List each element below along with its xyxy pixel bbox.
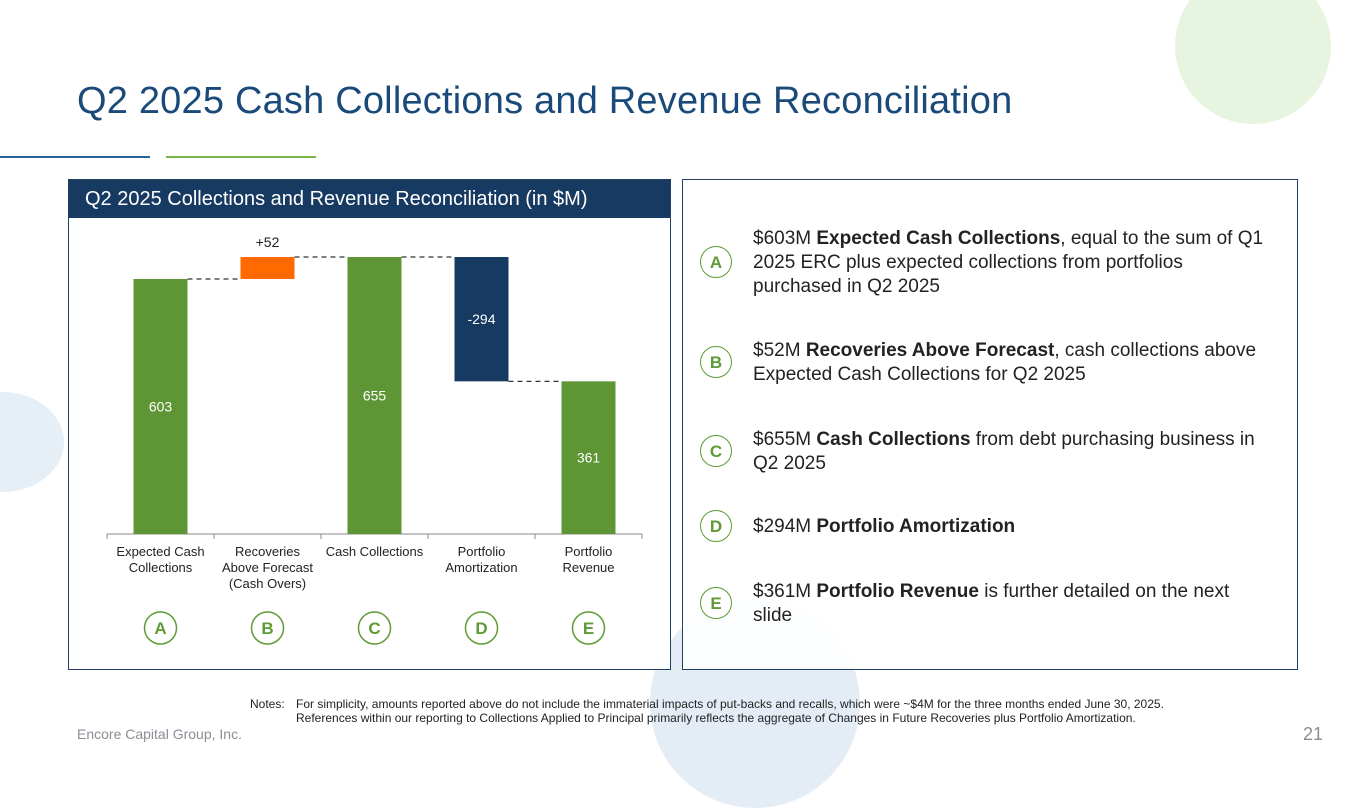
notes-line-2: References within our reporting to Colle… [296, 711, 1136, 725]
item-bold: Portfolio Revenue [816, 581, 979, 602]
item-text-b: $52M Recoveries Above Forecast, cash col… [753, 339, 1273, 387]
category-label: Recoveries [235, 544, 301, 559]
category-label: Revenue [562, 560, 614, 575]
waterfall-chart: 603 +52 655 -294 361 Expected CashCollections… [106, 234, 643, 645]
item-text-a: $603M Expected Cash Collections, equal t… [753, 227, 1273, 299]
badge-circle [143, 611, 178, 645]
category-label: Portfolio [458, 544, 506, 559]
badge-letter: B [261, 619, 273, 638]
badge-letter: C [368, 619, 380, 638]
slide-title: Q2 2025 Cash Collections and Revenue Rec… [77, 80, 1013, 122]
category-label: Portfolio [565, 544, 613, 559]
item-bold: Expected Cash Collections [816, 228, 1061, 249]
item-text-e: $361M Portfolio Revenue is further detai… [753, 580, 1273, 628]
badge-circle [357, 611, 392, 645]
item-amount: $294M [753, 516, 817, 537]
bar-value-label: 361 [577, 450, 601, 466]
item-bold: Recoveries Above Forecast [805, 340, 1055, 361]
item-amount: $361M [753, 581, 817, 602]
item-rest: , cash collections above Expected Cash C… [753, 340, 1257, 385]
item-badge-a: A [700, 246, 732, 278]
footer-company: Encore Capital Group, Inc. [77, 726, 242, 742]
category-label: Cash Collections [326, 544, 424, 559]
badge-letter: D [475, 619, 487, 638]
item-badge-c: C [700, 435, 732, 467]
decorative-circle-left [0, 392, 64, 492]
bar-4 [454, 257, 509, 382]
item-amount: $52M [753, 340, 806, 361]
category-label: Above Forecast [222, 560, 313, 575]
explanation-panel: A $603M Expected Cash Collections, equal… [682, 179, 1298, 670]
badge-circle [571, 611, 606, 645]
item-badge-b: B [700, 346, 732, 378]
bar-5 [561, 381, 616, 534]
item-rest: from debt purchasing business in Q2 2025 [753, 429, 1255, 474]
item-rest: is further detailed on the next slide [753, 581, 1230, 626]
bar-value-label: +52 [256, 234, 280, 250]
bar-3 [347, 257, 402, 534]
bar-value-label: -294 [467, 311, 495, 327]
category-label: Amortization [445, 560, 517, 575]
item-rest: , equal to the sum of Q1 2025 ERC plus e… [753, 228, 1264, 297]
item-bold: Portfolio Amortization [816, 516, 1016, 537]
item-bold: Cash Collections [816, 429, 971, 450]
badge-circle [464, 611, 499, 645]
category-label: Collections [129, 560, 193, 575]
decorative-circle-top-right [1175, 0, 1331, 124]
item-badge-e: E [700, 587, 732, 619]
badge-letter: A [154, 619, 166, 638]
title-rule-green [166, 156, 316, 158]
bar-value-label: 655 [363, 388, 387, 404]
badge-circle [250, 611, 285, 645]
category-label: Expected Cash [116, 544, 204, 559]
chart-header: Q2 2025 Collections and Revenue Reconcil… [69, 180, 670, 218]
bar-2 [240, 257, 295, 279]
bar-1 [133, 279, 188, 534]
chart-panel: Q2 2025 Collections and Revenue Reconcil… [68, 179, 671, 670]
item-text-d: $294M Portfolio Amortization [753, 515, 1273, 539]
badge-letter: E [583, 619, 594, 638]
notes-line-1: For simplicity, amounts reported above d… [296, 697, 1164, 711]
notes-label: Notes: [250, 697, 285, 711]
item-text-c: $655M Cash Collections from debt purchas… [753, 428, 1273, 476]
category-label: (Cash Overs) [229, 576, 306, 591]
bar-value-label: 603 [149, 399, 173, 415]
item-amount: $655M [753, 429, 817, 450]
item-badge-d: D [700, 510, 732, 542]
item-amount: $603M [753, 228, 817, 249]
page-number: 21 [1303, 724, 1324, 744]
title-rule-blue [0, 156, 150, 158]
